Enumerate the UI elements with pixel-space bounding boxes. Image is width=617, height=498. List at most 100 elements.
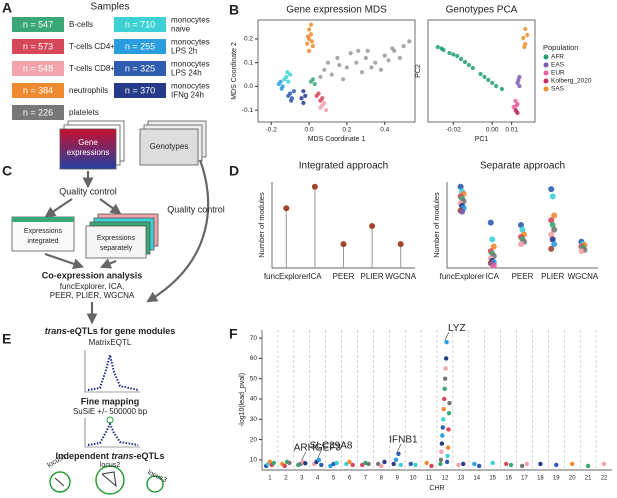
point	[438, 461, 443, 467]
sample-label: naive	[171, 25, 191, 34]
point	[443, 356, 449, 361]
point	[522, 44, 527, 50]
legend-title: Population	[543, 43, 578, 52]
panel-label: F	[229, 326, 238, 342]
step-detail: PEER, PLIER, WGCNA	[50, 291, 135, 300]
point	[271, 460, 276, 466]
point	[287, 460, 292, 466]
point	[456, 462, 461, 468]
point	[310, 43, 315, 49]
sample-box	[12, 61, 64, 76]
point	[308, 32, 314, 37]
point	[335, 55, 340, 61]
chart-title: Separate approach	[480, 161, 565, 172]
sample-n: n = 255	[125, 41, 155, 51]
point	[472, 461, 477, 467]
point	[513, 98, 518, 104]
point	[487, 219, 494, 226]
step: Quality control	[167, 204, 225, 214]
panel-label: D	[229, 163, 239, 179]
y-tick-label: 10	[250, 457, 258, 464]
point	[440, 425, 446, 430]
point	[551, 241, 558, 248]
y-tick-label: 0.1	[244, 59, 253, 66]
point	[486, 77, 491, 83]
point	[276, 81, 281, 87]
panel-label: B	[229, 2, 239, 18]
point	[299, 96, 304, 101]
x-tick-label: 20	[569, 476, 576, 482]
point	[442, 396, 447, 402]
axis	[271, 182, 415, 269]
point	[396, 451, 401, 456]
point	[334, 460, 339, 466]
x-tick-label: WGCNA	[568, 272, 599, 281]
point	[548, 231, 555, 238]
x-tick-label: funcExplorer	[440, 272, 485, 281]
point	[461, 461, 466, 467]
sample-box	[12, 17, 64, 32]
sample-n: n = 325	[125, 63, 155, 73]
sample-label: LPS 24h	[171, 69, 202, 78]
point	[359, 70, 365, 75]
annotation: ARHGEF3	[294, 443, 342, 454]
text: -eQTLs	[134, 451, 165, 461]
panel-label: E	[2, 331, 11, 347]
x-tick-label: 19	[553, 476, 560, 482]
x-tick-label: PEER	[333, 272, 355, 281]
chart-title: Integrated approach	[299, 161, 389, 172]
x-axis-label: PC1	[475, 136, 489, 143]
point	[482, 74, 487, 80]
point	[441, 417, 446, 422]
point	[301, 100, 306, 106]
x-tick-label: 0.00	[486, 127, 499, 134]
step-detail: funcExplorer, ICA,	[60, 282, 124, 291]
point	[517, 83, 522, 89]
sample-label: monocytes	[171, 60, 210, 69]
point	[429, 463, 434, 469]
annotation-pointer	[317, 449, 322, 458]
x-tick-label: 4	[316, 476, 320, 482]
point	[489, 236, 496, 243]
point	[490, 262, 497, 269]
text: -eQTLs for gene modules	[67, 326, 176, 336]
legend-label: SAS	[551, 86, 565, 93]
step: trans-eQTLs for gene modules	[45, 326, 176, 336]
lollipop-head	[369, 222, 376, 229]
point	[442, 386, 447, 392]
point	[390, 46, 395, 51]
x-tick-label: 16	[505, 476, 512, 482]
axis	[261, 330, 612, 471]
x-tick-label: 21	[585, 476, 592, 482]
panel-label: A	[2, 0, 12, 16]
sample-box	[114, 39, 166, 54]
x-tick-label: 8	[380, 476, 384, 482]
locus-label: locus2	[100, 462, 120, 469]
point	[322, 67, 327, 72]
point	[499, 86, 505, 92]
step-detail: SuSiE +/- 500000 bp	[73, 407, 148, 416]
point	[341, 77, 346, 82]
y-tick-label: 60	[250, 355, 258, 362]
point	[459, 208, 466, 215]
point	[441, 406, 446, 412]
x-tick-label: 0.0	[305, 127, 314, 134]
annotation: IFNB1	[389, 434, 418, 445]
point	[504, 461, 509, 467]
annotation-pointer	[444, 332, 450, 341]
x-tick-label: PLIER	[541, 272, 564, 281]
y-axis-label: MDS Coordinate 2	[231, 42, 238, 100]
point	[306, 34, 311, 39]
point	[366, 461, 371, 467]
italic: trans	[45, 326, 67, 336]
point	[490, 80, 495, 86]
box-label: Expressions	[97, 235, 136, 242]
point	[289, 98, 294, 103]
x-tick-label: 6	[348, 476, 352, 482]
x-tick-label: 18	[537, 476, 544, 482]
legend-swatch	[543, 86, 549, 92]
y-tick-label: 40	[250, 396, 258, 403]
x-tick-label: 14	[473, 476, 480, 482]
point	[398, 462, 404, 468]
point	[447, 50, 452, 56]
